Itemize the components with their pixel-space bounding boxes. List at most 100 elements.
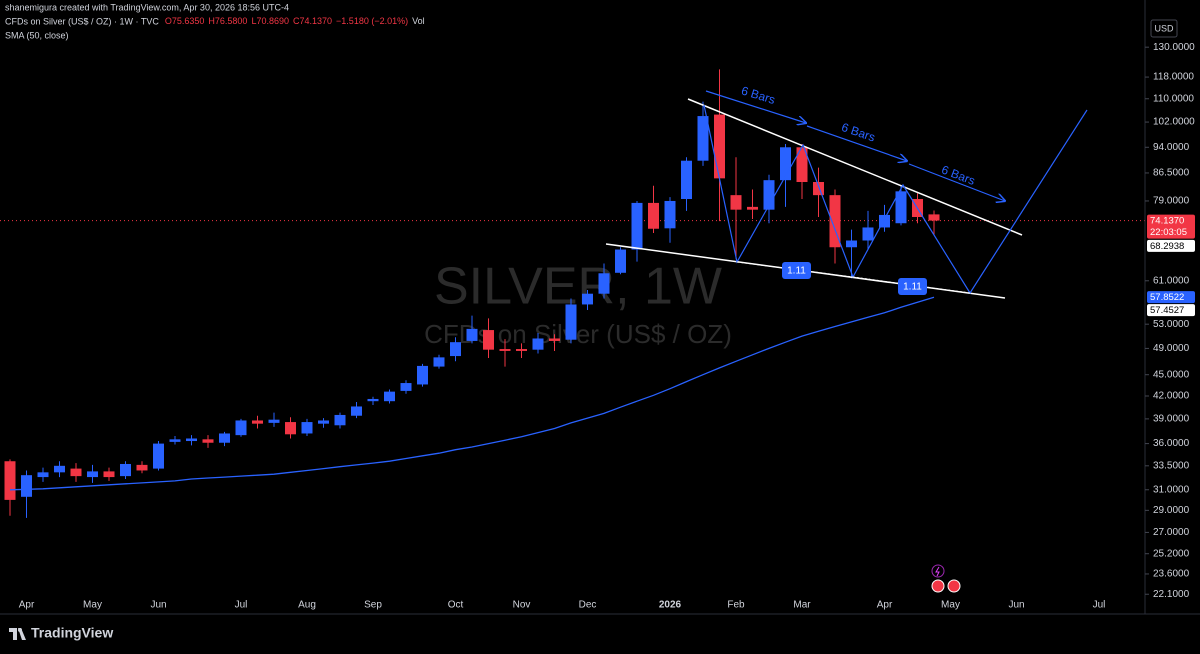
ohlc-value: −1.5180 (−2.01%) (336, 16, 408, 26)
candle-body (648, 202, 659, 229)
volume-label: Vol (412, 16, 425, 26)
candle-body (813, 182, 824, 196)
candle-body (202, 439, 214, 443)
marks-layer (4, 69, 940, 518)
y-tick-label: 53.0000 (1153, 319, 1190, 330)
candle-body (780, 147, 791, 181)
price-marker (1147, 304, 1195, 317)
candle-body (87, 471, 98, 478)
event-icon (931, 579, 945, 593)
candle-body (598, 273, 610, 294)
x-tick-label: Jul (1093, 600, 1106, 611)
ratio-label: 1.11 (787, 266, 806, 277)
y-tick-label: 49.0000 (1153, 343, 1190, 354)
candle-body (879, 214, 890, 228)
y-tick-label: 29.0000 (1153, 505, 1190, 516)
ratio-label: 1.11 (903, 282, 922, 293)
candle-body (120, 463, 131, 477)
candle-body (549, 338, 560, 341)
candle-body (235, 420, 247, 436)
credit: shanemigura created with TradingView.com… (5, 2, 289, 12)
y-tick-label: 27.0000 (1153, 527, 1190, 538)
bar-count-arrow (705, 90, 806, 123)
y-tick-label: 102.0000 (1153, 117, 1195, 128)
event-icon (935, 566, 940, 577)
upper-trendline (687, 98, 1023, 236)
candle-body (796, 147, 808, 183)
y-tick-label: 22.1000 (1153, 589, 1190, 600)
currency-box[interactable] (1150, 19, 1178, 38)
candle-body (516, 349, 527, 351)
y-tick-label: 79.0000 (1153, 196, 1190, 207)
candle-body (417, 365, 428, 385)
x-tick-label: Jul (235, 600, 248, 611)
price-marker-label: 57.4527 (1150, 305, 1184, 316)
bar-count-arrow (806, 125, 907, 161)
measure-line (736, 261, 854, 278)
sma-line (9, 296, 935, 491)
ratio-box (898, 278, 927, 295)
y-tick-label: 33.5000 (1153, 460, 1190, 471)
brand-name: TradingView (31, 625, 113, 641)
candle-body (318, 420, 329, 424)
bar-count-arrow (908, 163, 1005, 201)
countdown-label: 22:03:05 (1150, 227, 1187, 238)
candle-body (37, 472, 49, 478)
candle-body (664, 200, 676, 229)
candle-body (895, 191, 907, 224)
x-tick-label: Oct (448, 600, 464, 611)
candle-body (450, 342, 461, 357)
price-marker (1147, 291, 1195, 304)
price-marker-label: 57.8522 (1150, 292, 1184, 303)
price-marker (1147, 239, 1195, 252)
x-tick-label: May (83, 600, 102, 611)
candle-body (582, 293, 593, 305)
ohlc-legend: O75.6350 H76.5800 L70.8690 C74.1370 −1.5180 … (165, 16, 425, 26)
x-tick-label: Mar (793, 600, 811, 611)
event-icons (931, 564, 961, 593)
candle-body (268, 419, 280, 423)
candle-body (631, 202, 643, 250)
candle-body (846, 240, 857, 248)
candle-body (466, 328, 478, 341)
candle-body (565, 304, 577, 340)
candle-body (384, 391, 395, 402)
price-marker-label: 74.1370 (1150, 216, 1184, 227)
ohlc-value: O75.6350 (165, 16, 205, 26)
y-tick-label: 25.2000 (1153, 548, 1190, 559)
candle-body (103, 471, 115, 478)
x-tick-label: Jun (1008, 600, 1024, 611)
candle-body (499, 349, 511, 351)
y-tick-label: 130.0000 (1153, 42, 1195, 53)
axis-layer: 130.0000 118.0000 110.0000 102.0000 94.0000 8… (19, 42, 1195, 611)
ohlc-value: H76.5800 (208, 16, 247, 26)
x-tick-label: Sep (364, 600, 382, 611)
y-tick-label: 23.6000 (1153, 569, 1190, 580)
y-tick-label: 31.0000 (1153, 484, 1190, 495)
candle-body (367, 398, 379, 402)
brand: TradingView (9, 625, 113, 641)
y-tick-label: 86.5000 (1153, 168, 1190, 179)
x-tick-label: Dec (579, 600, 597, 611)
y-tick-label: 39.0000 (1153, 414, 1190, 425)
x-tick-label: 2026 (659, 600, 682, 611)
candle-body (252, 420, 263, 424)
candle-body (433, 357, 445, 367)
price-marker-label: 68.2938 (1150, 241, 1184, 252)
candle-body (681, 160, 692, 200)
y-tick-label: 42.0000 (1153, 391, 1190, 402)
x-tick-label: Feb (727, 600, 745, 611)
candle-body (400, 383, 412, 391)
currency[interactable]: USD (1154, 23, 1174, 33)
candle-body (169, 439, 181, 442)
ratio-box (782, 262, 811, 279)
candle-body (70, 468, 82, 477)
candle-body (54, 465, 65, 473)
candle-body (186, 438, 197, 442)
y-tick-label: 45.0000 (1153, 369, 1190, 380)
event-icon (931, 564, 945, 578)
ohlc-value: L70.8690 (251, 16, 289, 26)
brand-logo (18, 628, 22, 632)
